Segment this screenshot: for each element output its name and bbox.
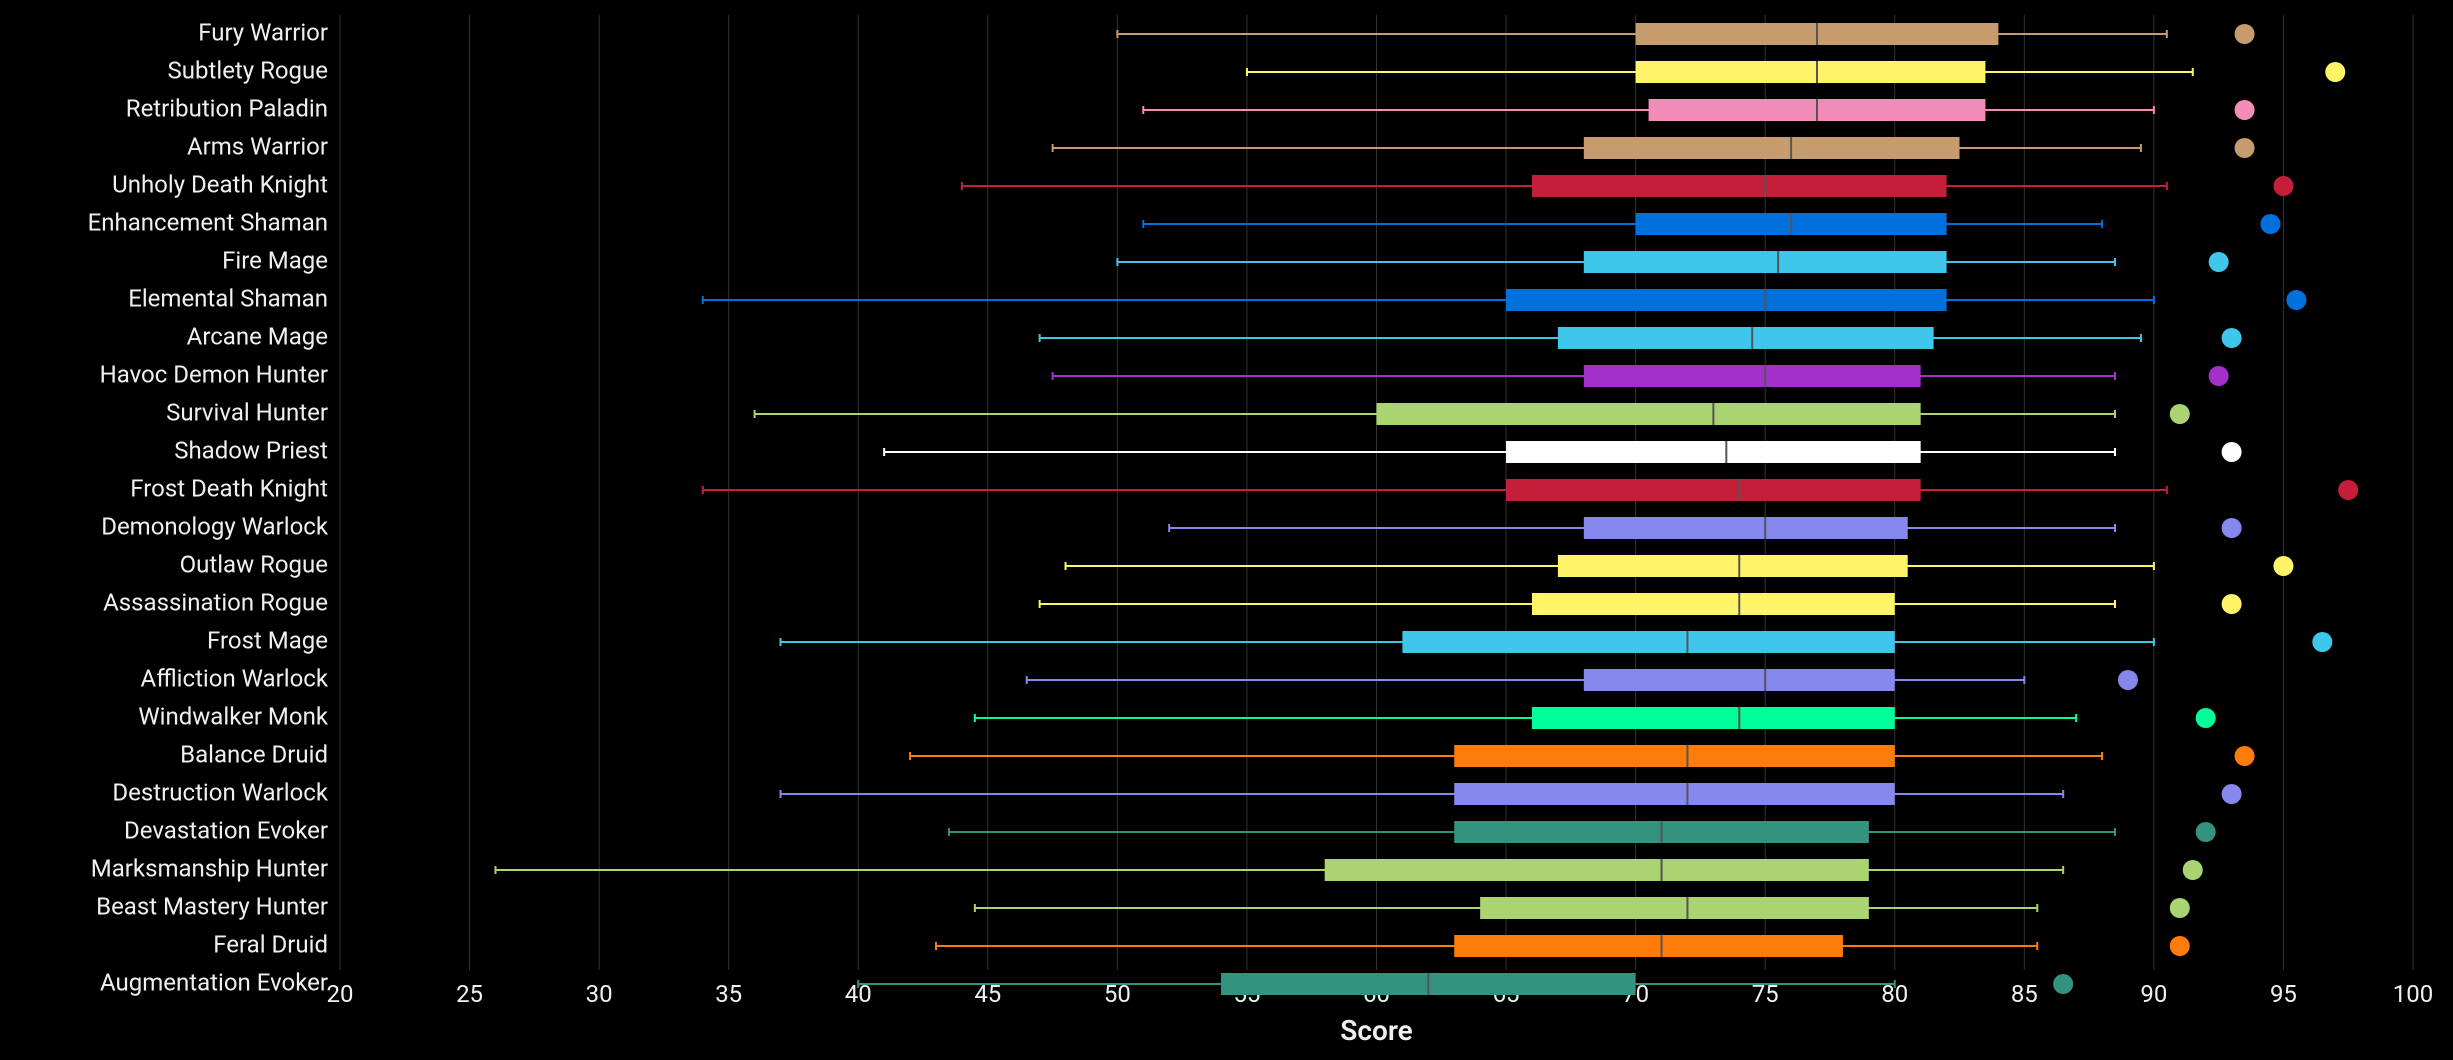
y-category-label: Frost Mage [207,626,328,654]
outlier-dot [2273,176,2293,196]
y-category-label: Assassination Rogue [103,588,328,616]
y-category-label: Survival Hunter [166,398,328,426]
y-category-label: Elemental Shaman [128,284,328,312]
y-category-label: Shadow Priest [174,436,328,464]
outlier-dot [2170,936,2190,956]
outlier-dot [2260,214,2280,234]
box-rect [1584,517,1908,539]
y-category-label: Affliction Warlock [141,664,329,692]
box-rect [1532,593,1895,615]
outlier-dot [2312,632,2332,652]
y-category-label: Demonology Warlock [101,512,329,540]
y-category-label: Outlaw Rogue [180,550,328,578]
y-category-label: Windwalker Monk [138,702,328,730]
outlier-dot [2196,822,2216,842]
box-rect [1532,707,1895,729]
box-rect [1377,403,1921,425]
box-rect [1506,479,1921,501]
x-tick-label: 25 [456,980,483,1008]
y-category-label: Balance Druid [180,740,328,768]
y-category-label: Augmentation Evoker [100,968,328,996]
y-category-label: Frost Death Knight [130,474,328,502]
box-rect [1558,327,1934,349]
y-category-label: Beast Mastery Hunter [96,892,328,920]
box-rect [1636,61,1986,83]
box-rect [1506,441,1921,463]
x-tick-label: 35 [715,980,742,1008]
y-category-label: Enhancement Shaman [88,208,328,236]
chart-svg: 20253035404550556065707580859095100Score… [0,0,2453,1060]
y-category-label: Subtlety Rogue [168,56,328,84]
y-category-label: Destruction Warlock [112,778,328,806]
chart-background [0,0,2453,1060]
outlier-dot [2209,366,2229,386]
outlier-dot [2235,746,2255,766]
x-tick-label: 100 [2393,980,2433,1008]
box-rect [1532,175,1947,197]
y-category-label: Feral Druid [213,930,328,958]
outlier-dot [2170,404,2190,424]
outlier-dot [2170,898,2190,918]
outlier-dot [2222,784,2242,804]
box-rect [1402,631,1894,653]
box-rect [1584,251,1947,273]
x-tick-label: 30 [586,980,613,1008]
box-rect [1325,859,1869,881]
boxplot-chart: 20253035404550556065707580859095100Score… [0,0,2453,1060]
x-tick-label: 20 [327,980,354,1008]
y-category-label: Arcane Mage [187,322,328,350]
x-tick-label: 85 [2011,980,2038,1008]
box-rect [1454,935,1843,957]
outlier-dot [2235,138,2255,158]
outlier-dot [2222,594,2242,614]
box-rect [1454,745,1895,767]
y-category-label: Devastation Evoker [124,816,328,844]
y-category-label: Marksmanship Hunter [91,854,328,882]
x-axis-title: Score [1340,1014,1412,1047]
outlier-dot [2286,290,2306,310]
box-rect [1454,783,1895,805]
outlier-dot [2273,556,2293,576]
box-rect [1584,669,1895,691]
box-rect [1506,289,1947,311]
y-category-label: Unholy Death Knight [112,170,328,198]
y-category-label: Havoc Demon Hunter [100,360,328,388]
y-category-label: Fire Mage [222,246,328,274]
outlier-dot [2222,328,2242,348]
outlier-dot [2222,518,2242,538]
outlier-dot [2053,974,2073,994]
box-rect [1558,555,1908,577]
y-category-label: Fury Warrior [198,18,328,46]
outlier-dot [2183,860,2203,880]
y-category-label: Arms Warrior [187,132,328,160]
outlier-dot [2235,24,2255,44]
outlier-dot [2338,480,2358,500]
outlier-dot [2209,252,2229,272]
outlier-dot [2196,708,2216,728]
box-rect [1584,365,1921,387]
y-category-label: Retribution Paladin [126,94,328,122]
box-rect [1584,137,1960,159]
outlier-dot [2118,670,2138,690]
x-tick-label: 95 [2270,980,2297,1008]
outlier-dot [2235,100,2255,120]
outlier-dot [2325,62,2345,82]
x-tick-label: 90 [2140,980,2167,1008]
outlier-dot [2222,442,2242,462]
box-rect [1480,897,1869,919]
